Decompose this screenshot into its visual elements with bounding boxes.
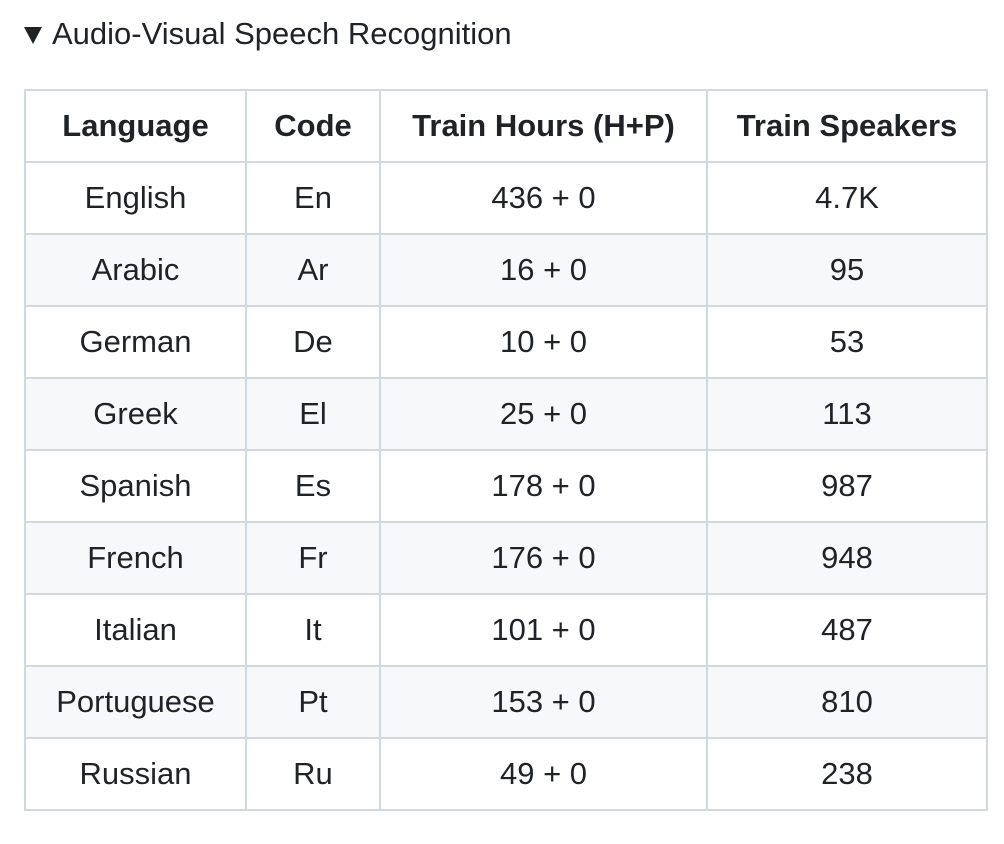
caret-down-icon <box>24 26 42 44</box>
cell-train-hours: 10 + 0 <box>379 305 708 379</box>
cell-train-speakers: 810 <box>706 665 988 739</box>
cell-train-speakers: 4.7K <box>706 161 988 235</box>
header-train-speakers: Train Speakers <box>706 89 988 163</box>
cell-code: Ru <box>245 737 381 811</box>
cell-code: De <box>245 305 381 379</box>
cell-language: Portuguese <box>24 665 247 739</box>
table-row: Spanish Es 178 + 0 987 <box>24 449 988 523</box>
cell-train-speakers: 113 <box>706 377 988 451</box>
cell-train-hours: 178 + 0 <box>379 449 708 523</box>
table-row: Greek El 25 + 0 113 <box>24 377 988 451</box>
table-row: German De 10 + 0 53 <box>24 305 988 379</box>
cell-code: Es <box>245 449 381 523</box>
cell-train-speakers: 987 <box>706 449 988 523</box>
avsr-summary-toggle[interactable]: Audio-Visual Speech Recognition <box>24 12 986 56</box>
cell-code: En <box>245 161 381 235</box>
cell-train-speakers: 238 <box>706 737 988 811</box>
table-row: French Fr 176 + 0 948 <box>24 521 988 595</box>
cell-code: Pt <box>245 665 381 739</box>
header-language: Language <box>24 89 247 163</box>
cell-train-hours: 25 + 0 <box>379 377 708 451</box>
language-table: Language Code Train Hours (H+P) Train Sp… <box>24 89 988 811</box>
cell-train-hours: 101 + 0 <box>379 593 708 667</box>
cell-train-hours: 436 + 0 <box>379 161 708 235</box>
header-train-hours: Train Hours (H+P) <box>379 89 708 163</box>
cell-language: Spanish <box>24 449 247 523</box>
cell-language: German <box>24 305 247 379</box>
cell-language: French <box>24 521 247 595</box>
table-row: Portuguese Pt 153 + 0 810 <box>24 665 988 739</box>
cell-language: English <box>24 161 247 235</box>
cell-train-speakers: 948 <box>706 521 988 595</box>
header-code: Code <box>245 89 381 163</box>
cell-train-hours: 16 + 0 <box>379 233 708 307</box>
cell-train-hours: 153 + 0 <box>379 665 708 739</box>
cell-code: Ar <box>245 233 381 307</box>
cell-language: Italian <box>24 593 247 667</box>
cell-train-hours: 176 + 0 <box>379 521 708 595</box>
table-row: Italian It 101 + 0 487 <box>24 593 988 667</box>
cell-train-speakers: 95 <box>706 233 988 307</box>
summary-title: Audio-Visual Speech Recognition <box>52 16 512 51</box>
cell-language: Greek <box>24 377 247 451</box>
cell-code: El <box>245 377 381 451</box>
table-header-row: Language Code Train Hours (H+P) Train Sp… <box>24 89 988 163</box>
cell-train-speakers: 53 <box>706 305 988 379</box>
cell-code: It <box>245 593 381 667</box>
table-row: English En 436 + 0 4.7K <box>24 161 988 235</box>
cell-train-speakers: 487 <box>706 593 988 667</box>
table-row: Russian Ru 49 + 0 238 <box>24 737 988 811</box>
cell-language: Arabic <box>24 233 247 307</box>
table-row: Arabic Ar 16 + 0 95 <box>24 233 988 307</box>
cell-language: Russian <box>24 737 247 811</box>
cell-train-hours: 49 + 0 <box>379 737 708 811</box>
cell-code: Fr <box>245 521 381 595</box>
avsr-details: Audio-Visual Speech Recognition Language… <box>24 12 988 811</box>
